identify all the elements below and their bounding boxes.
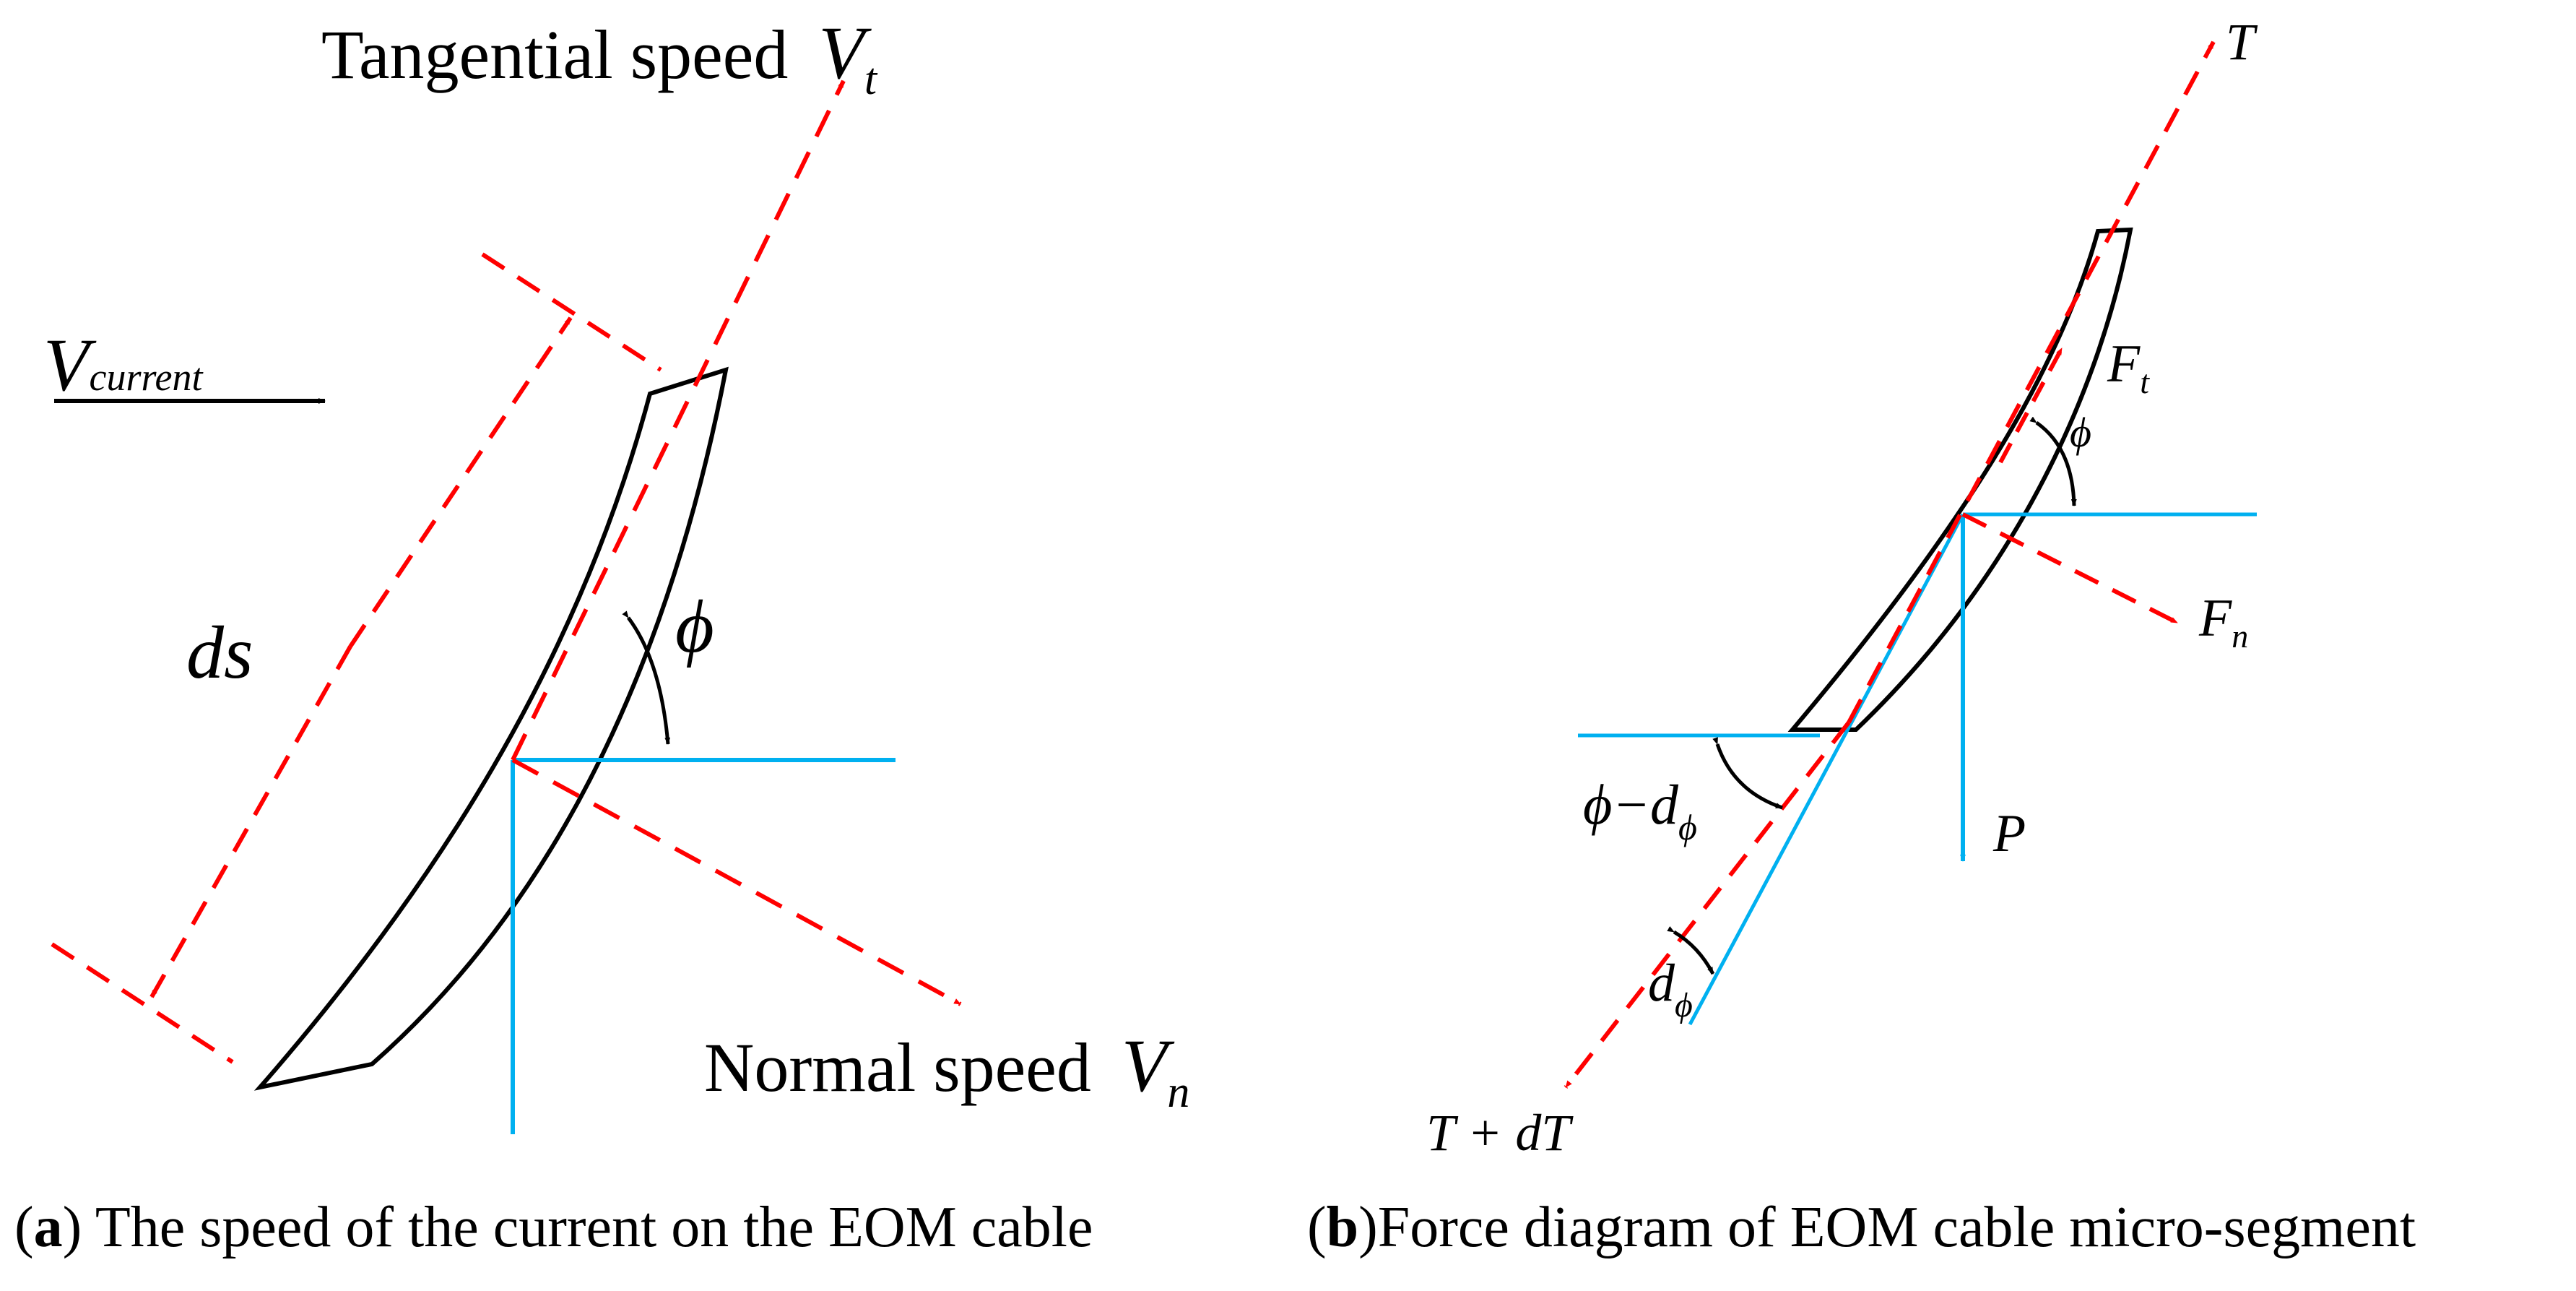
lower-tangent-line: [1688, 513, 1965, 1026]
phi-label-b: ϕ: [2070, 409, 2091, 456]
cable-segment-outline: [253, 366, 729, 1091]
ds-dimension-arrow-down: [149, 645, 352, 998]
tangential-force-label: Ft: [2107, 334, 2150, 400]
tension-arrow-up: [1847, 40, 2216, 724]
phi-label-a: ϕ: [675, 585, 714, 668]
ds-label: ds: [186, 611, 253, 694]
cable-segment-outline-b: [1787, 227, 2133, 732]
normal-force-label: Fn: [2198, 589, 2248, 655]
normal-speed-arrow: [511, 758, 962, 1006]
tension-arrow-down: [1564, 721, 1851, 1089]
current-speed-label: Vcurrent: [43, 324, 204, 407]
phi-minus-dphi-label: ϕ−dϕ: [1583, 773, 1697, 847]
tension-label: T: [2226, 13, 2258, 71]
tension-plus-dt-label: T + dT: [1426, 1104, 1574, 1162]
ds-dimension-arrow-up: [348, 316, 573, 648]
normal-force-arrow: [1961, 512, 2179, 625]
dphi-arc: [1667, 925, 1715, 975]
phi-minus-dphi-arc: [1712, 737, 1783, 810]
weight-label: P: [1992, 804, 2026, 863]
caption-a: (a) The speed of the current on the EOM …: [14, 1196, 1093, 1259]
caption-b: (b)Force diagram of EOM cable micro-segm…: [1307, 1196, 2416, 1259]
phi-angle-arc: [622, 610, 671, 745]
dphi-label: dϕ: [1648, 954, 1693, 1024]
ds-extension-bottom: [51, 942, 234, 1064]
phi-angle-arc-b: [2029, 416, 2077, 506]
normal-speed-label: Normal speed Vn: [704, 1024, 1189, 1117]
tangential-force-arrow: [1998, 347, 2064, 464]
panel-b: T Ft ϕ Fn ϕ−dϕ P dϕ T + dT (b)Force diag…: [1307, 13, 2416, 1259]
tangential-speed-label: Tangential speed Vt: [321, 12, 878, 104]
panel-a: Tangential speed Vt Vcurrent ds ϕ Normal…: [14, 12, 1189, 1259]
ds-extension-top: [481, 252, 662, 372]
tangential-speed-arrow: [511, 79, 846, 761]
